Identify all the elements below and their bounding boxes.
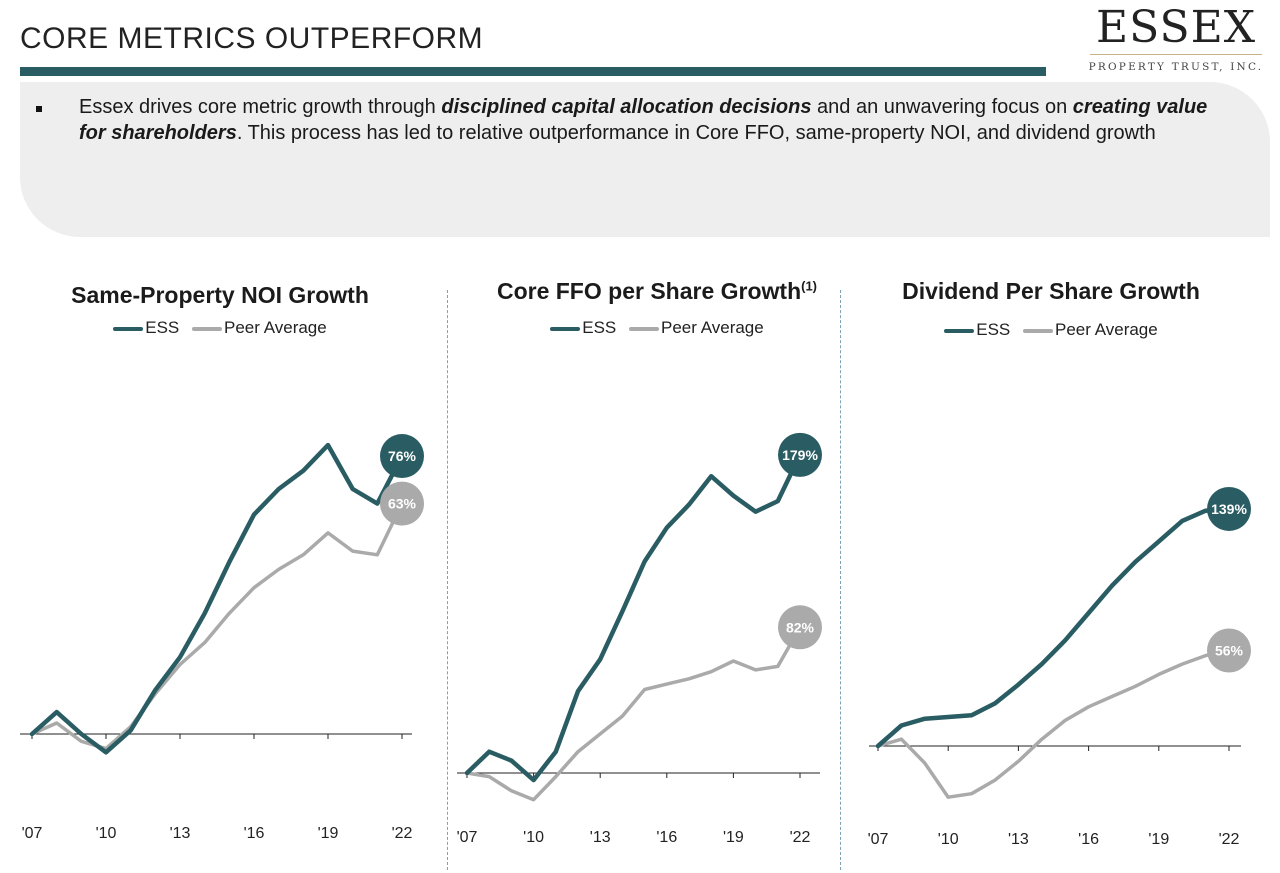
summary-emphasis-2: creating value for shareholders xyxy=(79,96,1208,144)
chart-title: Same-Property NOI Growth xyxy=(10,282,430,309)
legend-swatch-peer xyxy=(1023,328,1054,333)
chart-dividend-growth: Dividend Per Share Growth ESS Peer Avera… xyxy=(841,250,1261,870)
data-label-peer: 63% xyxy=(388,496,417,512)
chart-legend: ESS Peer Average xyxy=(841,320,1261,340)
legend-peer: Peer Average xyxy=(192,318,327,338)
x-tick-label: '16 xyxy=(1078,831,1099,848)
chart-footnote: (1) xyxy=(801,278,818,294)
legend-ess: ESS xyxy=(113,318,179,338)
logo-rule xyxy=(1090,54,1262,55)
chart-noi-growth: Same-Property NOI Growth ESS Peer Averag… xyxy=(10,250,430,870)
x-tick-label: '22 xyxy=(790,829,811,846)
chart-title-text: Dividend Per Share Growth xyxy=(902,278,1200,304)
summary-text-2: and an unwavering focus on xyxy=(811,96,1073,118)
chart-title-text: Same-Property NOI Growth xyxy=(71,282,369,308)
summary-callout: Essex drives core metric growth through … xyxy=(20,82,1270,237)
x-tick-label: '16 xyxy=(656,829,677,846)
summary-text: Essex drives core metric growth through … xyxy=(79,94,1209,146)
legend-ess: ESS xyxy=(944,320,1010,340)
legend-label-ess: ESS xyxy=(976,320,1011,339)
legend-label-peer: Peer Average xyxy=(661,318,764,337)
chart-title-text: Core FFO per Share Growth xyxy=(496,278,802,304)
data-label-peer: 82% xyxy=(786,619,815,635)
end-marker-ess xyxy=(778,432,822,477)
x-tick-label: '13 xyxy=(590,829,611,846)
legend-swatch-ess xyxy=(550,326,581,331)
chart-legend: ESS Peer Average xyxy=(447,318,867,338)
x-tick-label: '16 xyxy=(244,825,265,842)
end-marker-peer xyxy=(778,605,822,650)
x-tick-label: '19 xyxy=(318,825,339,842)
chart-plot: '07 '10 '13 '16 '19 '22 82% 179% xyxy=(457,432,822,846)
x-tick-label: '10 xyxy=(96,825,117,842)
data-label-ess: 76% xyxy=(388,448,417,464)
data-label-ess: 139% xyxy=(1211,501,1247,517)
chart-title: Core FFO per Share Growth(1) xyxy=(447,278,867,305)
data-label-peer: 56% xyxy=(1215,643,1244,659)
data-label-ess: 179% xyxy=(782,447,818,463)
chart-legend: ESS Peer Average xyxy=(10,318,430,338)
legend-swatch-ess xyxy=(113,326,144,331)
x-tick-label: '22 xyxy=(1219,831,1240,848)
chart-plot: '07 '10 '13 '16 '19 '22 63% 76% xyxy=(20,434,424,842)
x-tick-label: '07 xyxy=(22,825,43,842)
panel-divider-2 xyxy=(840,290,841,870)
legend-peer: Peer Average xyxy=(629,318,764,338)
summary-text-3: . This process has led to relative outpe… xyxy=(236,122,1156,144)
series-line-ess xyxy=(875,506,1232,749)
legend-swatch-peer xyxy=(629,326,660,331)
page-title: CORE METRICS OUTPERFORM xyxy=(20,22,484,55)
chart-plot: '07 '10 '13 '16 '19 '22 56% 139% xyxy=(868,486,1251,848)
end-marker-ess xyxy=(380,434,424,479)
series-line-ess xyxy=(464,452,803,783)
legend-label-peer: Peer Average xyxy=(224,318,327,337)
x-tick-label: '10 xyxy=(938,831,959,848)
x-tick-label: '13 xyxy=(170,825,191,842)
title-underline xyxy=(20,67,1046,76)
end-marker-peer xyxy=(1207,628,1251,673)
x-tick-label: '22 xyxy=(392,825,413,842)
series-line-ess xyxy=(29,442,405,755)
x-tick-label: '13 xyxy=(1008,831,1029,848)
chart-ffo-growth: Core FFO per Share Growth(1) ESS Peer Av… xyxy=(447,250,867,870)
legend-peer: Peer Average xyxy=(1023,320,1158,340)
legend-swatch-peer xyxy=(192,326,223,331)
series-line-peer xyxy=(465,625,802,802)
legend-label-peer: Peer Average xyxy=(1055,320,1158,339)
company-logo: ESSEX PROPERTY TRUST, INC. xyxy=(1086,2,1266,73)
legend-label-ess: ESS xyxy=(582,318,617,337)
legend-ess: ESS xyxy=(550,318,616,338)
x-tick-label: '10 xyxy=(523,829,544,846)
bullet-icon xyxy=(36,106,42,112)
series-line-peer xyxy=(876,648,1231,799)
summary-text-1: Essex drives core metric growth through xyxy=(79,96,442,118)
logo-subtitle: PROPERTY TRUST, INC. xyxy=(1088,61,1264,73)
end-marker-peer xyxy=(380,481,424,526)
legend-label-ess: ESS xyxy=(145,318,180,337)
panel-divider-1 xyxy=(447,290,448,870)
x-tick-label: '19 xyxy=(1148,831,1169,848)
x-tick-label: '07 xyxy=(868,831,889,848)
chart-title: Dividend Per Share Growth xyxy=(841,278,1261,305)
end-marker-ess xyxy=(1207,486,1251,531)
legend-swatch-ess xyxy=(944,328,975,333)
summary-emphasis-1: disciplined capital allocation decisions xyxy=(441,96,812,118)
x-tick-label: '19 xyxy=(723,829,744,846)
x-tick-label: '07 xyxy=(457,829,478,846)
series-line-peer xyxy=(30,501,404,751)
logo-wordmark: ESSEX xyxy=(1095,2,1257,53)
